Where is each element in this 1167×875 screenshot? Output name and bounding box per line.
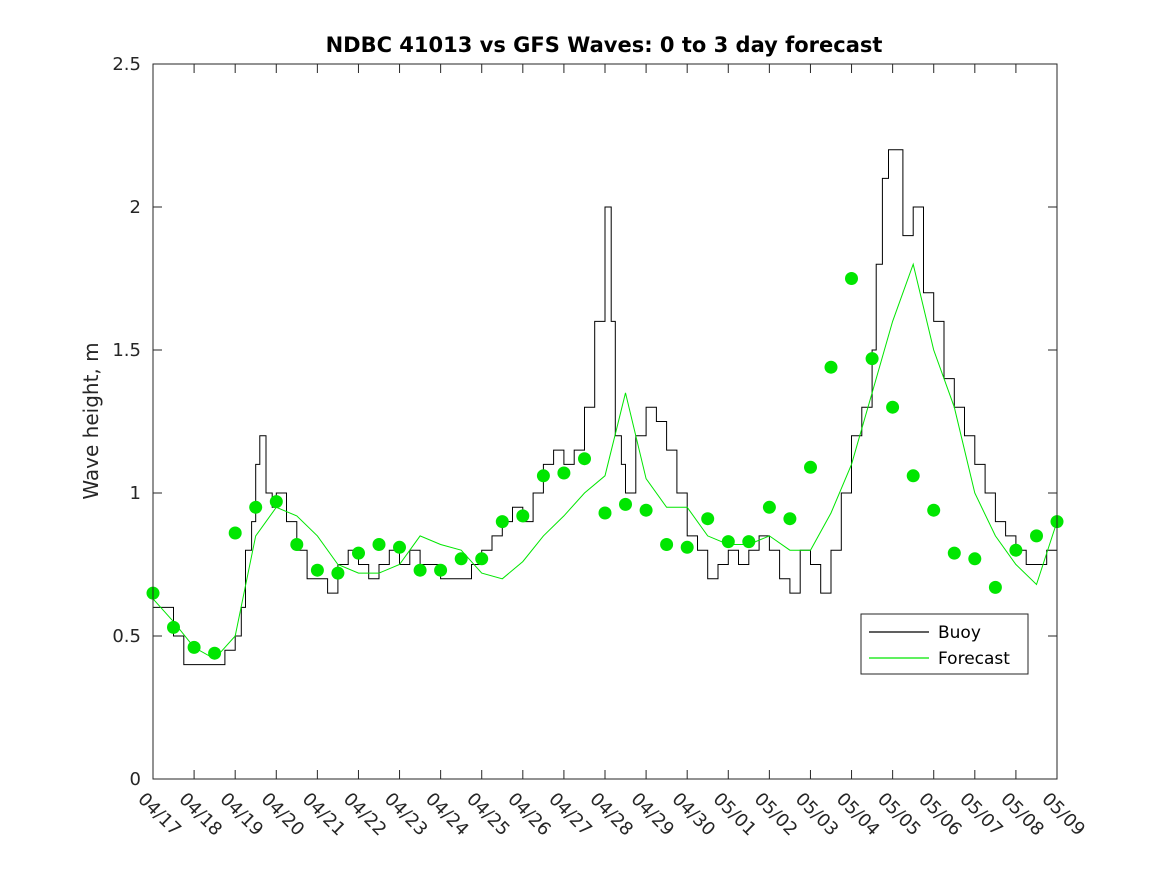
forecast-marker-point: [578, 452, 591, 466]
forecast-marker-point: [927, 503, 941, 517]
legend: Buoy Forecast: [860, 613, 1029, 675]
forecast-marker-point: [988, 580, 1002, 594]
forecast-marker-point: [721, 535, 735, 549]
forecast-marker-point: [1009, 543, 1023, 557]
buoy-series-line: [153, 149, 1058, 666]
y-tick-label: 0: [130, 769, 141, 790]
forecast-series-line: [152, 262, 1058, 660]
forecast-marker-point: [516, 509, 530, 523]
y-tick-label: 2.5: [112, 54, 141, 75]
plot-area: [146, 149, 1064, 666]
forecast-marker-point: [310, 563, 324, 577]
legend-forecast-label: Forecast: [938, 649, 1010, 669]
forecast-marker-point: [886, 400, 900, 414]
forecast-marker-point: [228, 526, 242, 540]
forecast-marker-point: [393, 540, 406, 554]
legend-buoy-label: Buoy: [938, 623, 981, 643]
forecast-marker-point: [413, 563, 427, 577]
forecast-marker-point: [701, 512, 715, 526]
forecast-marker-point: [331, 566, 345, 580]
forecast-marker-point: [495, 515, 509, 529]
y-tick-label: 0.5: [112, 626, 141, 647]
y-axis-label: Wave height, m: [79, 342, 103, 499]
forecast-marker-point: [968, 552, 982, 566]
forecast-marker-point: [475, 552, 489, 566]
forecast-marker-point: [372, 538, 386, 551]
forecast-marker-point: [742, 535, 756, 549]
forecast-marker-point: [824, 360, 838, 374]
forecast-marker-point: [557, 466, 571, 480]
forecast-marker-point: [639, 503, 653, 517]
forecast-marker-point: [947, 546, 961, 560]
forecast-marker-point: [762, 500, 776, 514]
y-tick-label: 2: [130, 197, 141, 218]
forecast-marker-point: [290, 538, 304, 551]
forecast-marker-point: [906, 469, 920, 483]
forecast-marker-point: [598, 506, 612, 520]
forecast-marker-point: [187, 640, 201, 654]
forecast-marker-point: [208, 646, 222, 660]
forecast-marker-point: [680, 540, 694, 554]
forecast-marker-point: [249, 500, 263, 514]
forecast-marker-point: [845, 272, 858, 285]
chart-title: NDBC 41013 vs GFS Waves: 0 to 3 day fore…: [326, 33, 883, 57]
y-tick-label: 1.5: [112, 340, 141, 361]
forecast-marker-point: [865, 352, 879, 366]
forecast-marker-point: [783, 512, 797, 526]
forecast-marker-point: [1030, 529, 1043, 543]
forecast-marker-point: [660, 538, 674, 551]
y-tick-label: 1: [130, 483, 141, 504]
legend-box: [860, 613, 1029, 675]
forecast-marker-point: [536, 469, 550, 483]
forecast-marker-point: [352, 546, 365, 560]
forecast-marker-point: [804, 460, 817, 474]
forecast-marker-point: [434, 563, 448, 577]
forecast-marker-point: [619, 497, 632, 511]
forecast-marker-point: [269, 495, 283, 509]
forecast-marker-point: [167, 620, 180, 634]
forecast-marker-point: [454, 552, 468, 566]
